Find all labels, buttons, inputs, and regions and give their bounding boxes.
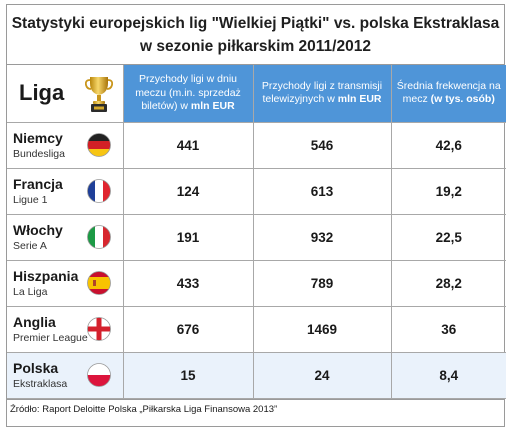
league-name: Serie A [13, 239, 47, 252]
league-name: Ligue 1 [13, 193, 48, 206]
matchday-value: 124 [122, 167, 254, 215]
league-name: Premier League [13, 331, 88, 344]
col-header-matchday: Przychody ligi w dniu meczu (m.in. sprze… [122, 65, 254, 123]
matchday-value: 15 [122, 351, 254, 399]
attendance-value: 22,5 [390, 213, 506, 261]
country-name: Niemcy [13, 129, 63, 146]
table-row: Niemcy Bundesliga 441 546 42,6 [7, 121, 506, 169]
matchday-value: 191 [122, 213, 254, 261]
country-name: Anglia [13, 313, 56, 330]
country-cell: Francja Ligue 1 [7, 167, 124, 215]
col-header-attendance: Średnia frekwencja na mecz (w tys. osób) [390, 65, 506, 123]
liga-label: Liga [19, 80, 65, 106]
poland-flag-icon [86, 363, 111, 387]
matchday-value: 433 [122, 259, 254, 307]
country-cell: Hiszpania La Liga [7, 259, 124, 307]
country-cell: Niemcy Bundesliga [7, 121, 124, 169]
matchday-value: 441 [122, 121, 254, 169]
tv-value: 1469 [252, 305, 392, 353]
stats-table-frame: Statystyki europejskich lig "Wielkiej Pi… [6, 4, 506, 427]
attendance-value: 28,2 [390, 259, 506, 307]
spain-flag-icon [86, 271, 111, 295]
tv-value: 546 [252, 121, 392, 169]
tv-value: 789 [252, 259, 392, 307]
col-header-tv: Przychody ligi z transmisji telewizyjnyc… [252, 65, 392, 123]
attendance-value: 8,4 [390, 351, 506, 399]
country-name: Polska [13, 359, 59, 376]
italy-flag-icon [86, 225, 111, 249]
table-title: Statystyki europejskich lig "Wielkiej Pi… [7, 5, 504, 65]
country-name: Włochy [13, 221, 63, 238]
france-flag-icon [86, 179, 111, 203]
header-row: Liga [7, 65, 506, 123]
attendance-value: 19,2 [390, 167, 506, 215]
liga-header: Liga [7, 65, 124, 123]
matchday-value: 676 [122, 305, 254, 353]
table-row: Anglia Premier League 676 1469 36 [7, 305, 506, 353]
attendance-value: 36 [390, 305, 506, 353]
trophy-icon [85, 77, 113, 112]
title-line-1: Statystyki europejskich lig "Wielkiej Pi… [11, 14, 500, 32]
country-name: Francja [13, 175, 63, 192]
country-name: Hiszpania [13, 267, 79, 284]
tv-value: 24 [252, 351, 392, 399]
league-name: Bundesliga [13, 147, 65, 160]
title-line-2: w sezonie piłkarskim 2011/2012 [140, 37, 371, 55]
table-row: Hiszpania La Liga 433 789 28,2 [7, 259, 506, 307]
attendance-value: 42,6 [390, 121, 506, 169]
league-name: La Liga [13, 285, 48, 298]
country-cell: Włochy Serie A [7, 213, 124, 261]
tv-value: 932 [252, 213, 392, 261]
table-row: Włochy Serie A 191 932 22,5 [7, 213, 506, 261]
country-cell: Polska Ekstraklasa [7, 351, 124, 399]
table-row: Francja Ligue 1 124 613 19,2 [7, 167, 506, 215]
league-table: Liga [7, 65, 506, 399]
source-note: Źródło: Raport Deloitte Polska „Piłkarsk… [7, 398, 504, 419]
england-flag-icon [86, 317, 111, 341]
table-row-highlighted: Polska Ekstraklasa 15 24 8,4 [7, 351, 506, 399]
league-name: Ekstraklasa [13, 377, 68, 390]
country-cell: Anglia Premier League [7, 305, 124, 353]
germany-flag-icon [86, 133, 111, 157]
tv-value: 613 [252, 167, 392, 215]
